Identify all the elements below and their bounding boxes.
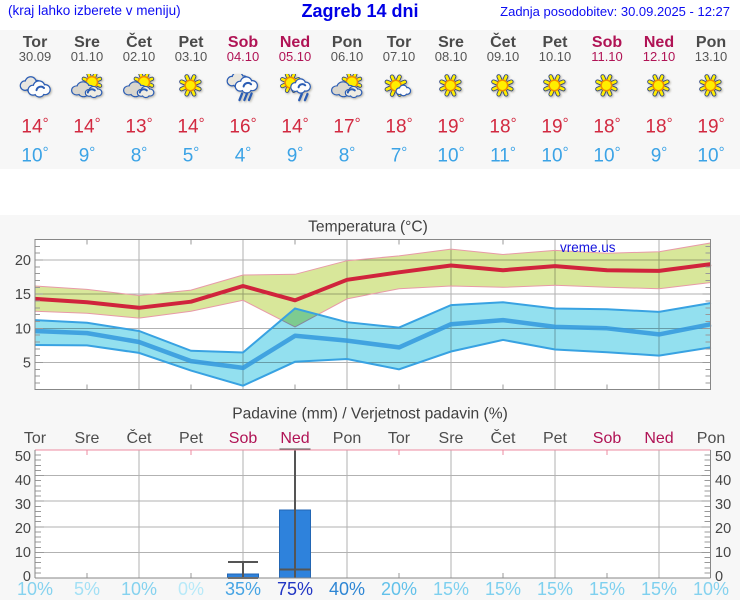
svg-text:15%: 15%	[589, 579, 625, 599]
svg-text:10%: 10%	[121, 579, 157, 599]
svg-text:10: 10	[15, 321, 31, 337]
svg-text:Tor: Tor	[388, 430, 411, 447]
svg-text:40: 40	[15, 473, 31, 489]
svg-text:75%: 75%	[277, 579, 313, 599]
svg-text:Čet: Čet	[491, 428, 516, 447]
svg-text:40: 40	[715, 473, 731, 489]
svg-text:40%: 40%	[329, 579, 365, 599]
svg-text:10: 10	[15, 545, 31, 561]
svg-text:Sre: Sre	[75, 430, 100, 447]
svg-text:Tor: Tor	[24, 430, 47, 447]
svg-text:10%: 10%	[693, 579, 729, 599]
svg-text:Temperatura (°C): Temperatura (°C)	[308, 219, 428, 236]
svg-text:20: 20	[15, 521, 31, 537]
svg-text:5%: 5%	[74, 579, 100, 599]
svg-text:10: 10	[715, 545, 731, 561]
svg-text:30: 30	[15, 497, 31, 513]
svg-text:10%: 10%	[17, 579, 53, 599]
svg-text:Ned: Ned	[644, 430, 673, 447]
svg-text:15%: 15%	[641, 579, 677, 599]
svg-text:Padavine (mm) / Verjetnost pad: Padavine (mm) / Verjetnost padavin (%)	[232, 406, 508, 423]
svg-text:Sre: Sre	[439, 430, 464, 447]
svg-text:50: 50	[715, 449, 731, 465]
svg-text:15: 15	[15, 287, 31, 303]
svg-text:5: 5	[23, 355, 31, 371]
svg-text:30: 30	[715, 497, 731, 513]
svg-text:Ned: Ned	[280, 430, 309, 447]
svg-text:0: 0	[715, 569, 723, 585]
svg-text:50: 50	[15, 449, 31, 465]
svg-text:Pet: Pet	[179, 430, 204, 447]
svg-text:Sob: Sob	[229, 430, 258, 447]
svg-text:15%: 15%	[485, 579, 521, 599]
svg-text:15%: 15%	[433, 579, 469, 599]
svg-text:Pet: Pet	[543, 430, 568, 447]
svg-text:0%: 0%	[178, 579, 204, 599]
svg-text:20: 20	[15, 253, 31, 269]
svg-text:20: 20	[715, 521, 731, 537]
svg-text:35%: 35%	[225, 579, 261, 599]
svg-text:20%: 20%	[381, 579, 417, 599]
svg-text:Sob: Sob	[593, 430, 622, 447]
svg-text:vreme.us: vreme.us	[560, 240, 616, 255]
svg-text:Pon: Pon	[333, 430, 361, 447]
svg-text:Čet: Čet	[127, 428, 152, 447]
svg-text:15%: 15%	[537, 579, 573, 599]
svg-text:Pon: Pon	[697, 430, 725, 447]
svg-text:0: 0	[23, 569, 31, 585]
